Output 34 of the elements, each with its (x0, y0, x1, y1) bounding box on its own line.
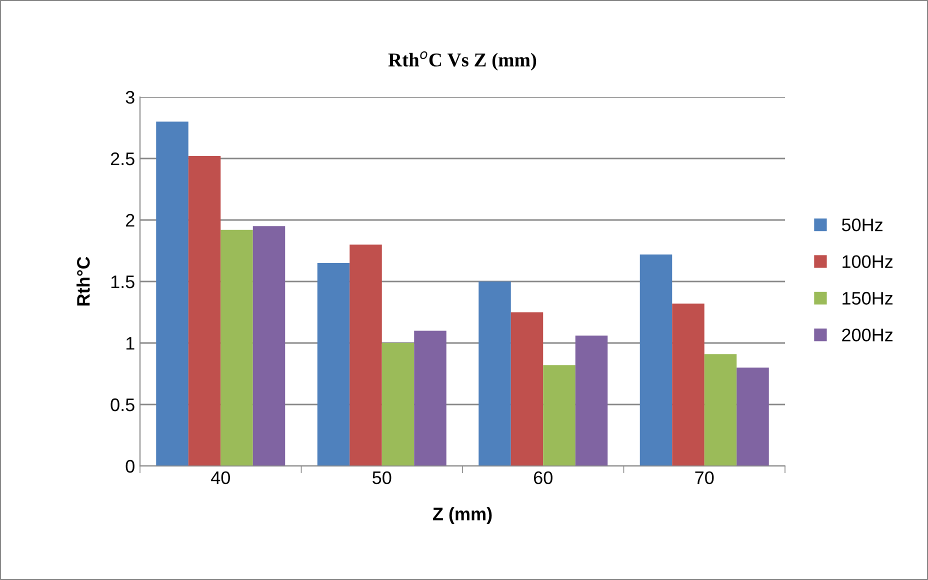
bar (317, 263, 350, 466)
y-tick-label: 0.5 (110, 398, 134, 412)
legend-label: 100Hz (842, 255, 893, 268)
bar (543, 365, 576, 466)
y-tick-label: 0 (126, 460, 134, 473)
bar (704, 354, 737, 466)
y-tick-label: 3 (126, 90, 134, 104)
y-tick-label: 1 (126, 337, 134, 350)
bar (220, 230, 253, 466)
bar (478, 282, 511, 466)
x-axis-title: Z (mm) (432, 507, 492, 524)
bar (736, 368, 769, 466)
x-tick-label: 50 (372, 471, 392, 484)
bar (414, 330, 446, 466)
bar (640, 254, 672, 466)
chart-title: Rth$^{o}$C Vs Z (mm) (388, 51, 536, 70)
legend-label: 50Hz (842, 218, 882, 232)
bar (672, 304, 704, 466)
bar (510, 312, 544, 466)
bar (350, 244, 382, 466)
y-tick-label: 1.5 (111, 276, 134, 288)
y-axis-title: Rth°C (76, 256, 90, 306)
x-tick-label: 40 (211, 471, 230, 484)
x-tick-label: 70 (695, 471, 714, 484)
bar (382, 343, 414, 466)
y-tick-label: 2 (126, 214, 134, 227)
legend-label: 200Hz (842, 328, 893, 342)
x-tick-label: 60 (534, 471, 552, 484)
y-tick-label: 2.5 (110, 152, 134, 166)
bar (252, 226, 286, 466)
bar (156, 122, 188, 466)
legend-label: 150Hz (842, 292, 893, 305)
bar (188, 156, 221, 466)
bar (575, 336, 608, 466)
